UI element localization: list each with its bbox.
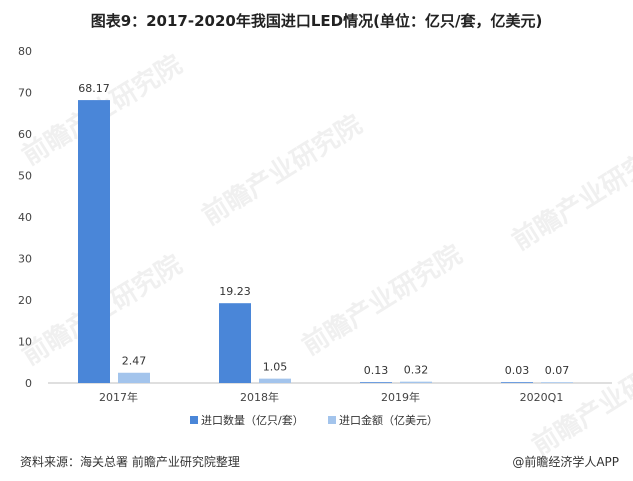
bar-amount <box>400 381 432 383</box>
data-label: 1.05 <box>263 361 288 374</box>
bar-quantity <box>219 303 251 383</box>
data-label: 0.07 <box>545 364 570 377</box>
y-tick-label: 20 <box>18 294 32 307</box>
y-tick-label: 30 <box>18 253 32 266</box>
x-tick-label: 2020Q1 <box>520 391 564 404</box>
legend-label: 进口金额（亿美元） <box>339 413 438 427</box>
y-tick-label: 50 <box>18 170 32 183</box>
data-label: 0.03 <box>505 364 530 377</box>
y-tick-label: 0 <box>25 377 32 390</box>
y-tick-label: 70 <box>18 87 32 100</box>
data-label: 19.23 <box>219 285 251 298</box>
x-tick-label: 2017年 <box>99 390 138 404</box>
data-label: 68.17 <box>78 82 110 95</box>
legend-swatch <box>328 416 336 424</box>
bar-quantity <box>360 382 392 383</box>
y-tick-label: 40 <box>18 211 32 224</box>
y-tick-label: 10 <box>18 336 32 349</box>
bar-amount <box>541 382 573 383</box>
legend-swatch <box>190 416 198 424</box>
brand-label: @前瞻经济学人APP <box>512 455 619 469</box>
data-label: 2.47 <box>122 355 147 368</box>
y-tick-label: 60 <box>18 128 32 141</box>
bar-amount <box>118 372 150 383</box>
legend-label: 进口数量（亿只/套） <box>201 414 304 427</box>
source-note: 资料来源：海关总署 前瞻产业研究院整理 <box>20 455 240 469</box>
y-tick-label: 80 <box>18 45 32 58</box>
data-label: 0.13 <box>364 364 389 377</box>
bar-quantity <box>501 382 533 383</box>
chart-title: 图表9：2017-2020年我国进口LED情况(单位：亿只/套，亿美元) <box>90 12 543 30</box>
bar-amount <box>259 378 291 383</box>
x-tick-label: 2018年 <box>240 390 279 404</box>
data-label: 0.32 <box>404 364 429 377</box>
x-tick-label: 2019年 <box>381 390 420 404</box>
bar-quantity <box>78 100 110 384</box>
